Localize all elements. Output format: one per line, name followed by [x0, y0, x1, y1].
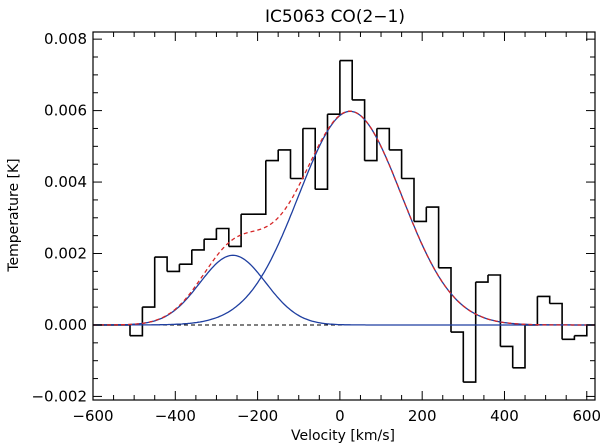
- y-tick-label: 0.004: [44, 173, 87, 191]
- spectrum-bin: [537, 295, 551, 304]
- spectrum-bin: [525, 296, 539, 326]
- spectrum-bin: [352, 99, 366, 161]
- spectrum-bin: [562, 335, 576, 341]
- spectrum-bin: [376, 127, 391, 150]
- spectrum-bin: [475, 275, 489, 283]
- spectrum-bin: [512, 325, 526, 369]
- spectrum-bin: [179, 249, 193, 265]
- spectrum-bin: [451, 331, 465, 383]
- x-tick-label: 400: [490, 407, 519, 425]
- y-tick-label: 0.008: [44, 30, 87, 48]
- spectrum-bin: [302, 127, 316, 190]
- gaussian-component-2: [93, 110, 595, 326]
- axes-layer: −600 −400 −200 0 200 400 600 −0.002 0.000 0.002 0.…: [31, 30, 600, 425]
- spectrum-bin: [414, 207, 428, 223]
- y-tick-label: 0.006: [44, 102, 87, 120]
- spectrum-bin: [117, 324, 131, 336]
- spectrum-bin: [389, 149, 403, 179]
- plot-frame: [92, 31, 596, 401]
- spectrum-bin: [142, 257, 156, 308]
- x-tick-label: −200: [237, 407, 278, 425]
- x-tick-label: 0: [335, 407, 345, 425]
- spectrum-bin: [438, 267, 452, 333]
- spectrum-bin: [327, 60, 341, 115]
- spectrum-bin: [228, 214, 242, 248]
- spectrum-bin: [401, 177, 415, 222]
- spectrum-bin: [426, 206, 440, 268]
- total-fit-curve: [93, 110, 595, 326]
- spectrum-bin: [191, 239, 205, 251]
- x-tick-label: 200: [408, 407, 437, 425]
- spectrum-bin: [278, 149, 292, 179]
- spectrum-trace-gray: [93, 60, 595, 383]
- spectrum-bin: [216, 227, 230, 247]
- y-tick-label: 0.000: [44, 316, 87, 334]
- spectrum-bin: [574, 325, 588, 337]
- spectrum-bin: [154, 256, 168, 272]
- spectrum-bin: [204, 228, 218, 240]
- series-layer: [93, 59, 595, 383]
- y-tick-label: 0.002: [44, 245, 87, 263]
- spectrum-bin: [463, 282, 477, 383]
- y-axis-label: Temperature [K]: [6, 158, 22, 272]
- x-axis-label: Velocity [km/s]: [291, 428, 395, 444]
- y-tick-label: −0.002: [31, 387, 87, 405]
- spectrum-bin: [253, 160, 267, 215]
- chart-title: IC5063 CO(2−1): [265, 7, 405, 27]
- spectrum-bin: [167, 264, 181, 273]
- spectrum-bin: [549, 302, 563, 340]
- spectrum-bin: [265, 149, 279, 162]
- x-tick-label: 600: [572, 407, 600, 425]
- spectrum-bin: [290, 128, 304, 180]
- spectrum-bin: [339, 59, 353, 100]
- x-tick-label: −400: [155, 407, 196, 425]
- x-tick-label: −600: [72, 407, 113, 425]
- spectrum-bin: [130, 307, 144, 337]
- spectrum-bin: [364, 128, 378, 162]
- spectrum-bin: [488, 274, 502, 347]
- spectrum-bin: [315, 114, 329, 190]
- spectrum-bin: [500, 345, 514, 368]
